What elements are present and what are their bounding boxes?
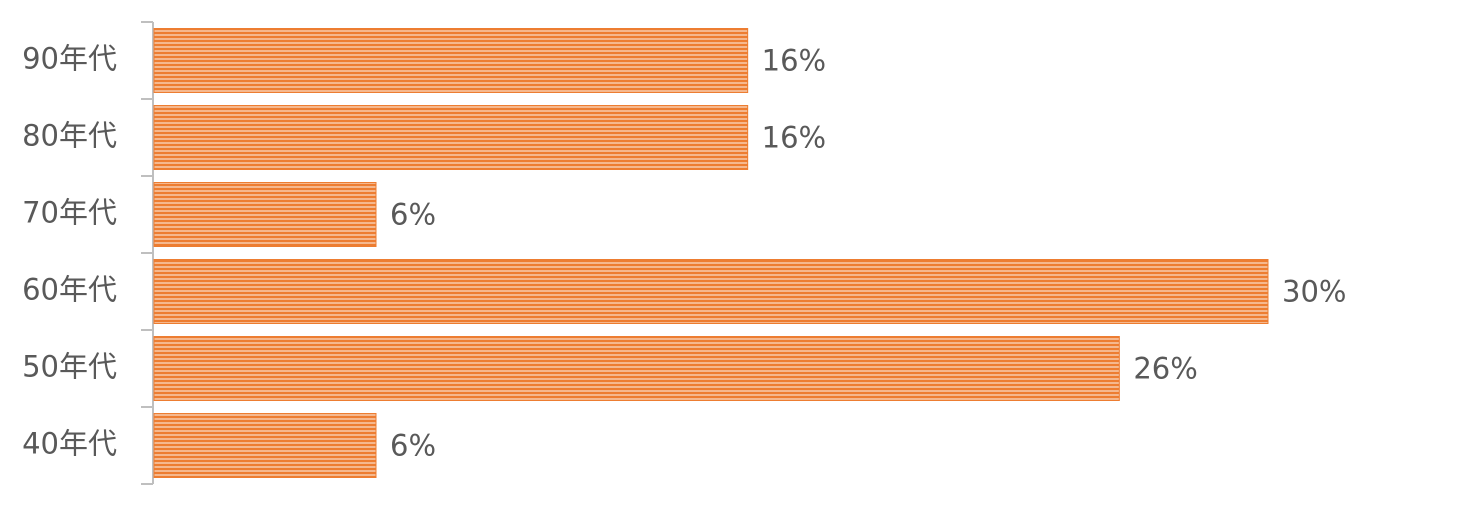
value-label: 6% bbox=[390, 429, 436, 463]
bar bbox=[153, 105, 749, 170]
y-tick-label: 60年代 bbox=[22, 273, 117, 307]
value-label: 26% bbox=[1133, 352, 1197, 386]
y-tick-label: 50年代 bbox=[22, 350, 117, 384]
value-label: 16% bbox=[762, 44, 826, 78]
y-tick-label: 90年代 bbox=[22, 42, 117, 76]
value-label: 16% bbox=[762, 121, 826, 155]
value-label: 30% bbox=[1282, 275, 1346, 309]
y-tick-label: 40年代 bbox=[22, 427, 117, 461]
bar bbox=[153, 413, 377, 478]
value-label: 6% bbox=[390, 198, 436, 232]
y-tick-label: 80年代 bbox=[22, 119, 117, 153]
bar bbox=[153, 259, 1269, 324]
bar bbox=[153, 182, 377, 247]
y-tick-label: 70年代 bbox=[22, 196, 117, 230]
bar bbox=[153, 28, 749, 93]
bar bbox=[153, 336, 1120, 401]
